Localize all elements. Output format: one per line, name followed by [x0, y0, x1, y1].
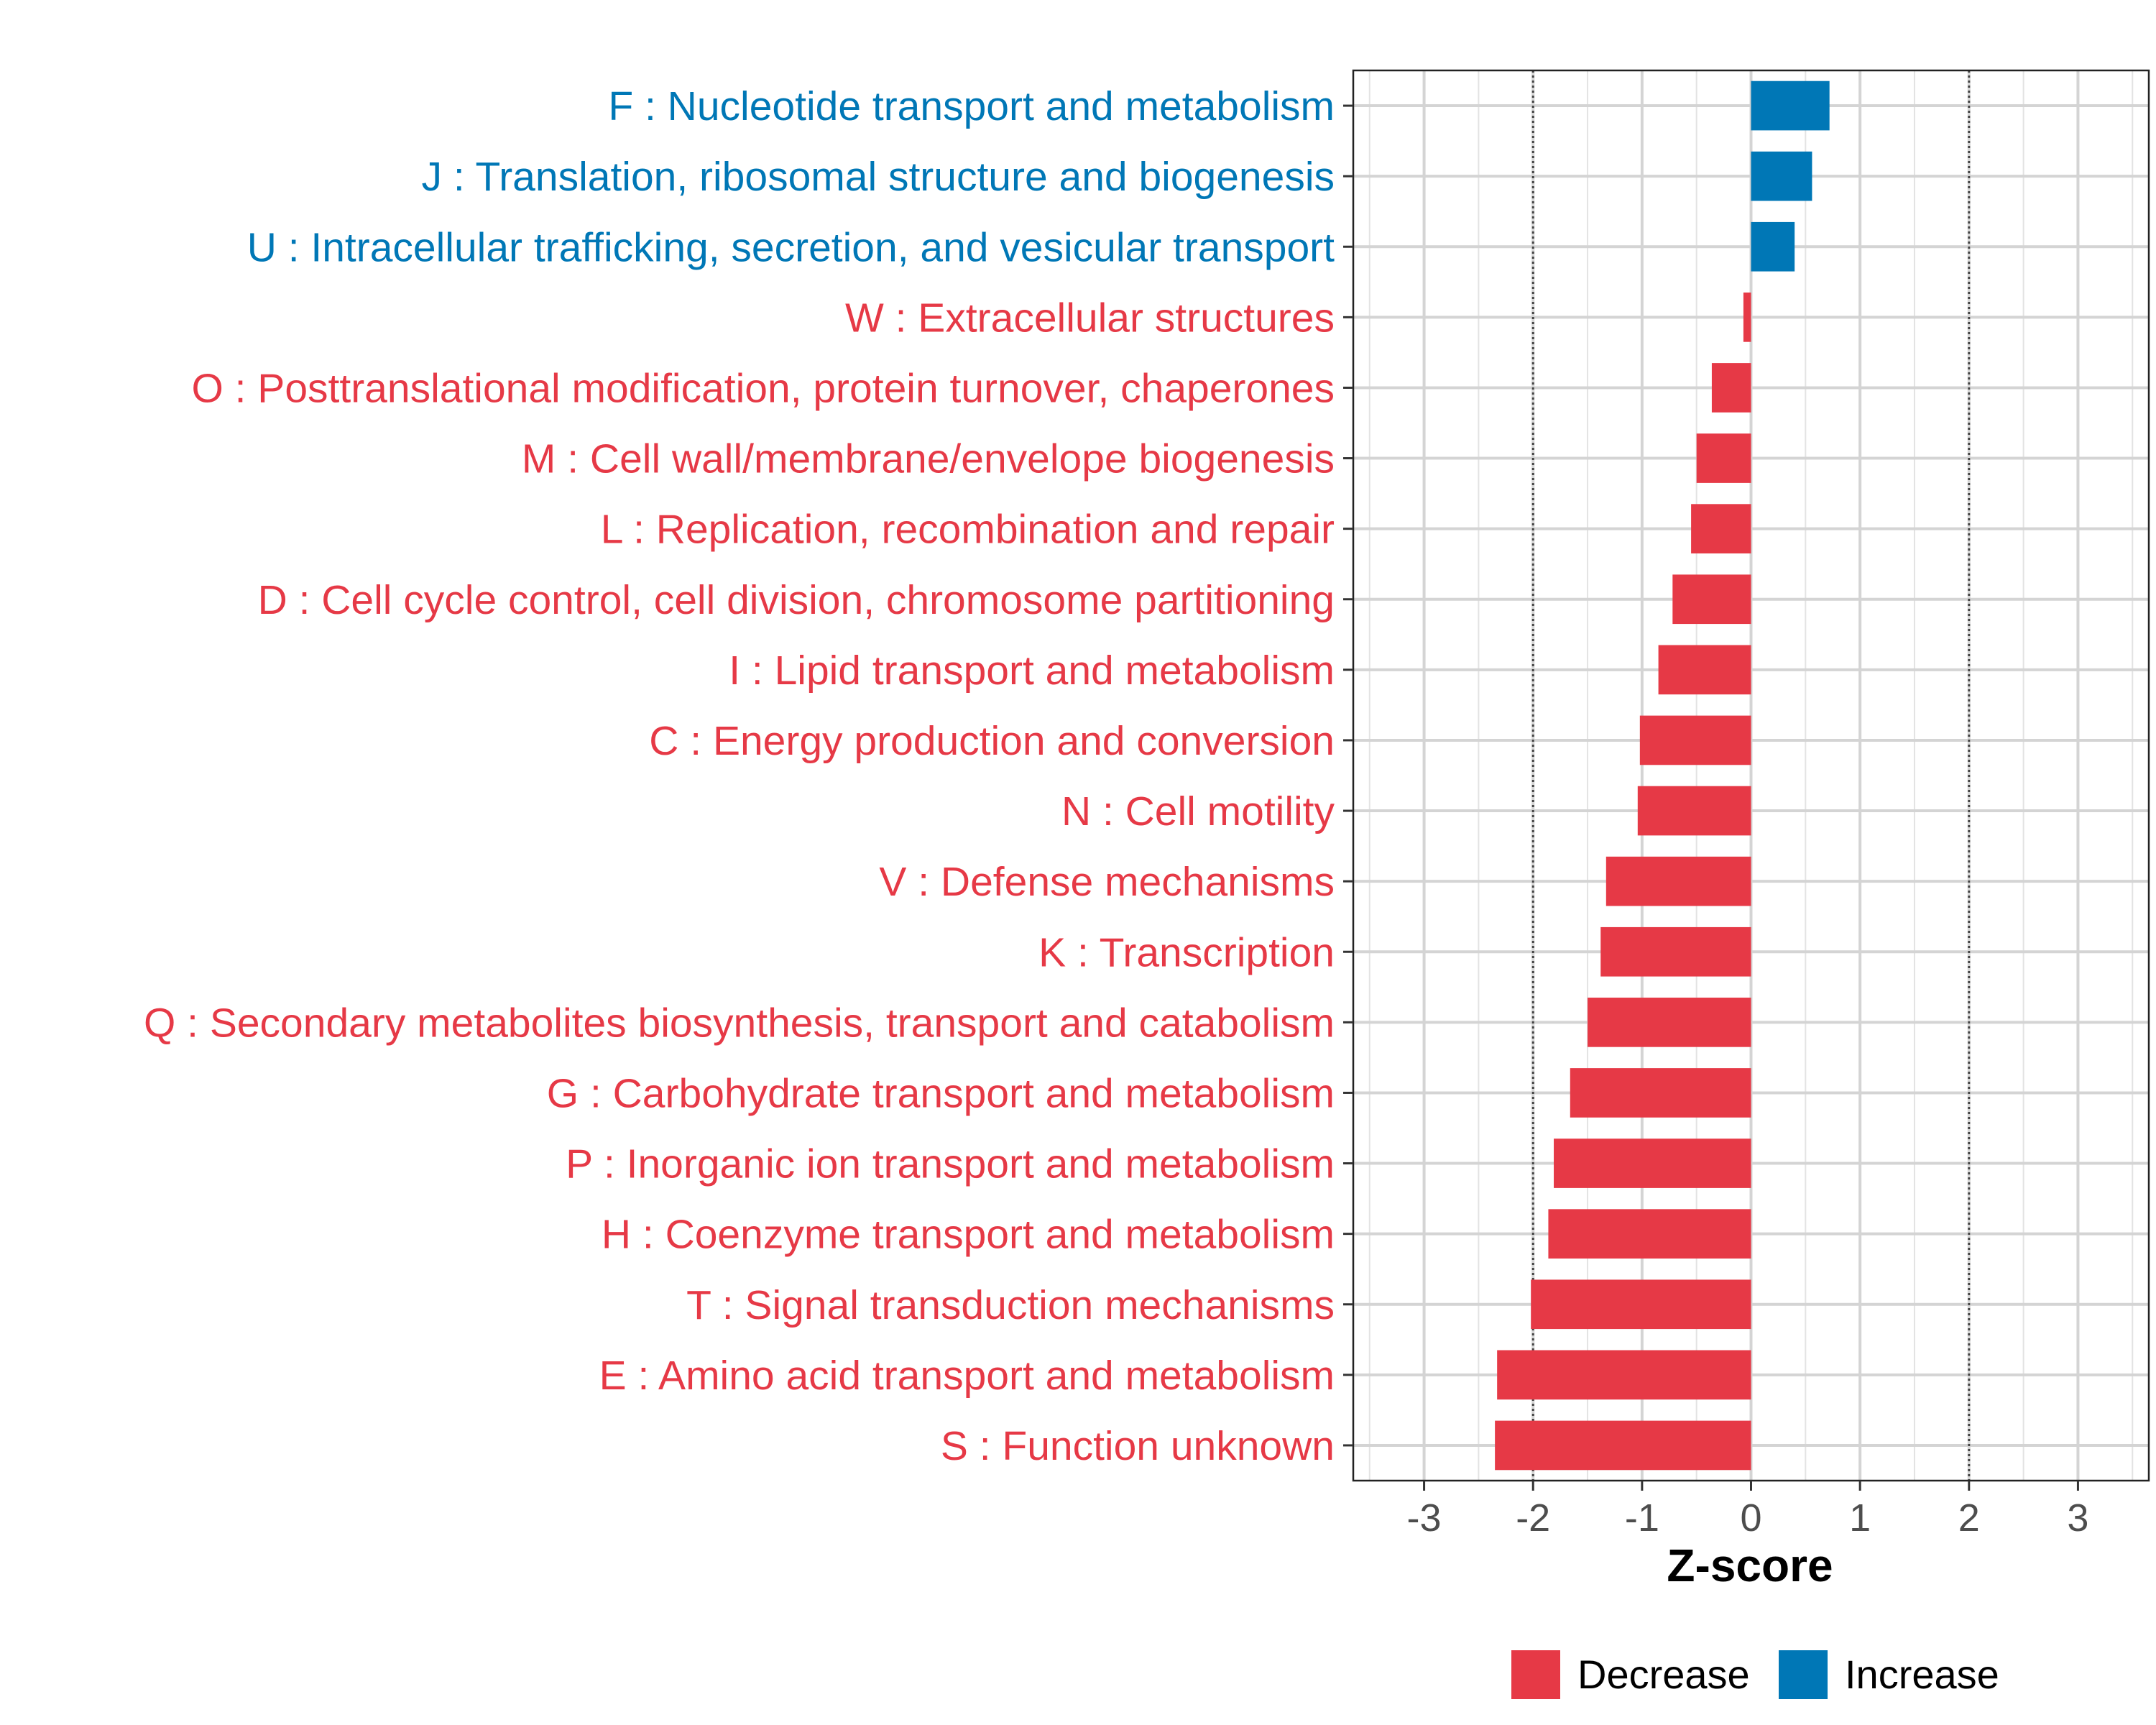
bar — [1743, 293, 1751, 342]
x-tick-label: -1 — [1625, 1496, 1659, 1540]
bar — [1570, 1068, 1751, 1118]
bar — [1658, 645, 1751, 695]
y-tick-label: N : Cell motility — [1061, 788, 1335, 834]
y-tick-label: F : Nucleotide transport and metabolism — [608, 83, 1335, 129]
y-tick-label: C : Energy production and conversion — [649, 718, 1335, 764]
x-tick-label: 3 — [2067, 1496, 2088, 1540]
y-tick-label: Q : Secondary metabolites biosynthesis, … — [144, 1000, 1335, 1046]
x-tick-label: 0 — [1740, 1496, 1761, 1540]
y-tick-label: O : Posttranslational modification, prot… — [191, 365, 1335, 411]
bar — [1600, 926, 1751, 977]
x-tick-label: 1 — [1849, 1496, 1871, 1540]
y-tick-label: T : Signal transduction mechanisms — [686, 1282, 1335, 1328]
x-tick-label: -3 — [1407, 1496, 1442, 1540]
y-tick-label: J : Translation, ribosomal structure and… — [422, 154, 1335, 200]
legend: Decrease Increase — [1511, 1650, 1999, 1699]
bar — [1606, 856, 1751, 906]
reference-lines — [1531, 70, 1971, 1481]
bar — [1672, 574, 1751, 625]
y-tick-label: S : Function unknown — [941, 1423, 1335, 1469]
x-axis: -3 -2 -1 0 1 2 3 — [1407, 1481, 2088, 1540]
bar — [1751, 151, 1812, 201]
y-tick-label: D : Cell cycle control, cell division, c… — [258, 577, 1335, 623]
y-tick-label: M : Cell wall/membrane/envelope biogenes… — [522, 436, 1335, 482]
y-tick-label: H : Coenzyme transport and metabolism — [602, 1212, 1335, 1258]
y-tick-label: P : Inorganic ion transport and metaboli… — [566, 1141, 1335, 1187]
bar — [1696, 433, 1751, 483]
y-tick-label: U : Intracellular trafficking, secretion… — [247, 224, 1335, 270]
legend-swatch — [1779, 1650, 1828, 1699]
bar — [1548, 1209, 1751, 1259]
legend-swatch — [1511, 1650, 1560, 1699]
y-tick-label: V : Defense mechanisms — [879, 859, 1335, 905]
y-tick-label: L : Replication, recombination and repai… — [601, 507, 1335, 553]
bar — [1531, 1279, 1751, 1330]
y-tick-label: K : Transcription — [1038, 929, 1335, 975]
y-tick-label: G : Carbohydrate transport and metabolis… — [547, 1070, 1335, 1116]
y-tick-label: E : Amino acid transport and metabolism — [599, 1353, 1335, 1399]
legend-label: Decrease — [1577, 1652, 1750, 1697]
y-tick-label: W : Extracellular structures — [845, 295, 1335, 341]
legend-label: Increase — [1845, 1652, 1999, 1697]
bars — [1495, 80, 1830, 1471]
bar — [1711, 363, 1751, 413]
y-tick-label: I : Lipid transport and metabolism — [729, 648, 1335, 694]
bar — [1751, 80, 1830, 131]
x-tick-label: 2 — [1958, 1496, 1980, 1540]
bar — [1639, 715, 1751, 765]
bar — [1495, 1420, 1751, 1471]
bar — [1637, 786, 1751, 836]
bar — [1588, 998, 1751, 1047]
x-axis-title: Z-score — [1667, 1540, 1833, 1591]
bar — [1691, 504, 1751, 553]
bar — [1497, 1350, 1751, 1400]
y-axis: F : Nucleotide transport and metabolism J… — [144, 83, 1353, 1469]
bar — [1554, 1138, 1751, 1188]
bar — [1751, 221, 1795, 272]
x-tick-label: -2 — [1516, 1496, 1550, 1540]
